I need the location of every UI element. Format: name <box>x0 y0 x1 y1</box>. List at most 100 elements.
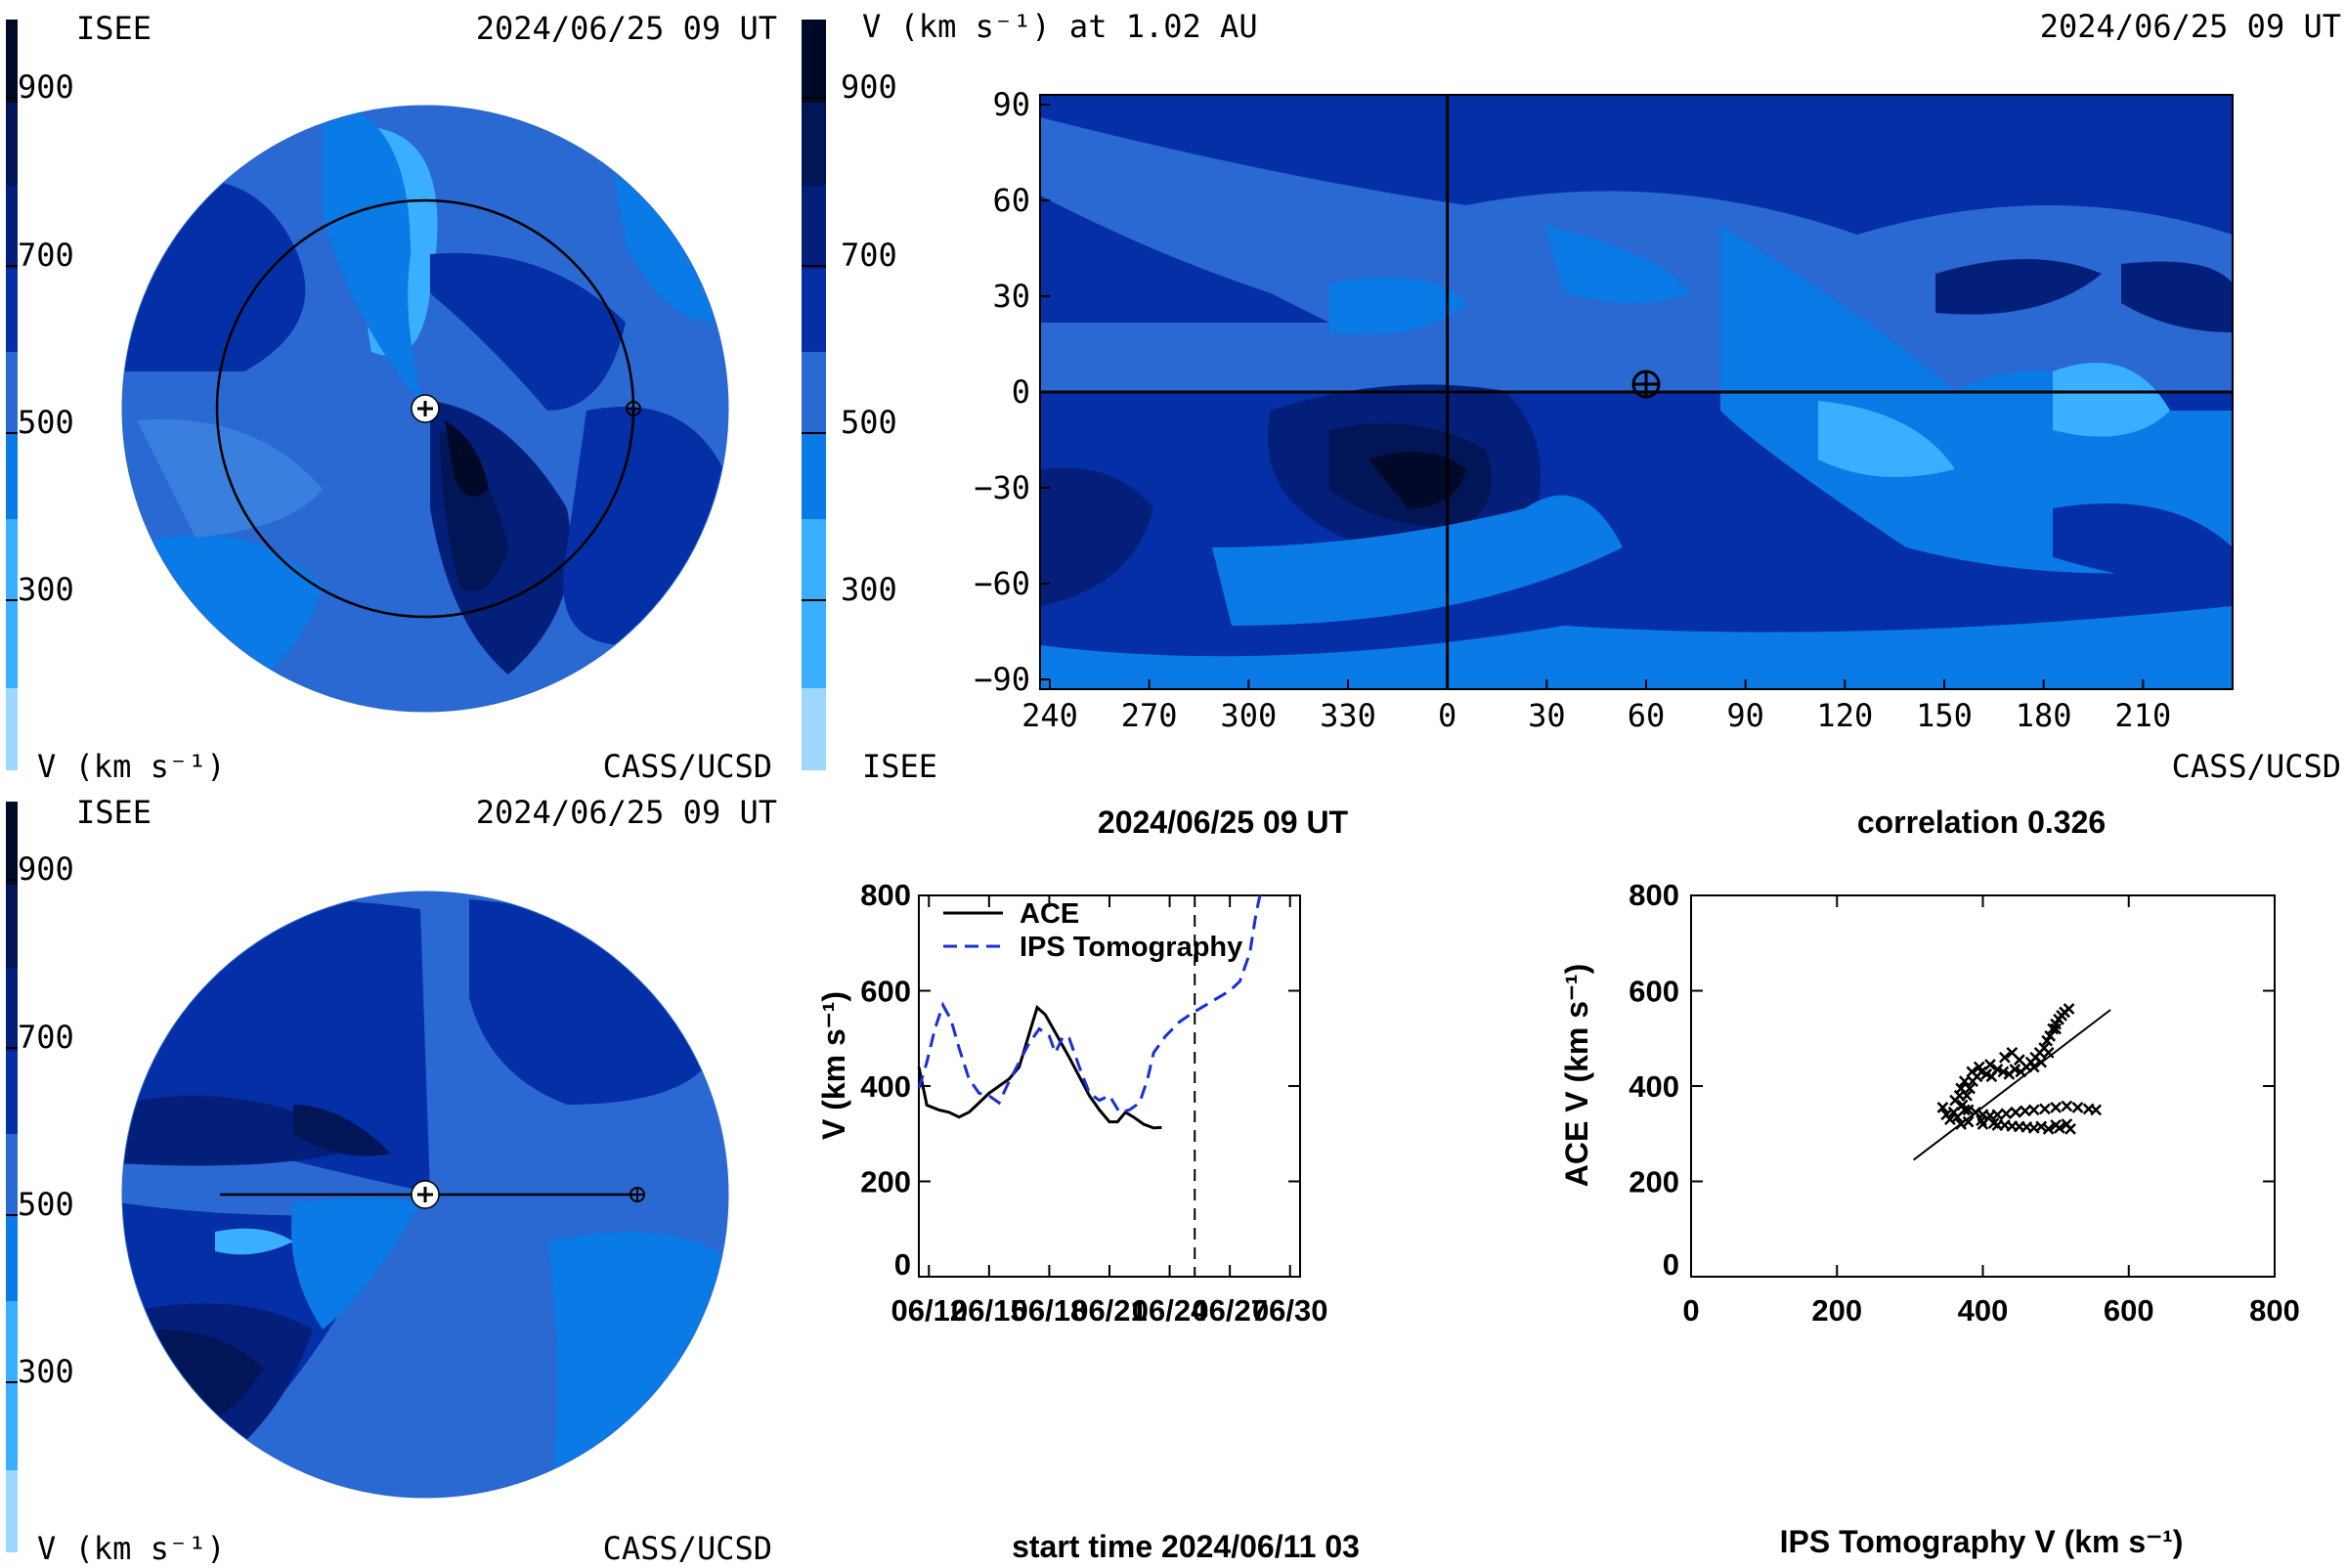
timestamp: 2024/06/25 09 UT <box>2040 8 2341 45</box>
scatter-point <box>1999 1119 2011 1131</box>
y-ticks: 800 600 400 200 0 <box>1629 878 2275 1282</box>
chart-title: correlation 0.326 <box>1857 805 2106 840</box>
y-tick-label: 30 <box>992 278 1030 315</box>
x-tick-label: 60 <box>1628 697 1666 734</box>
y-tick-label: 60 <box>992 182 1030 219</box>
colorbar-top-left: 900 700 500 300 <box>6 20 74 770</box>
x-tick-label: 210 <box>2114 697 2171 734</box>
y-tick-label: 0 <box>1012 373 1030 411</box>
scatter-point <box>2053 1122 2065 1134</box>
y-ticks: 800 600 400 200 0 <box>860 878 1300 1282</box>
x-tick-label: 240 <box>1021 697 1078 734</box>
scatter-points <box>1936 1003 2103 1135</box>
y-axis-label: V (km s⁻¹) <box>816 991 851 1140</box>
fit-line <box>1913 1009 2111 1161</box>
x-tick-label: 06/18 <box>1012 1293 1088 1328</box>
y-tick-label: 0 <box>894 1247 911 1282</box>
y-tick-label: −90 <box>974 661 1030 698</box>
x-axis-label: start time 2024/06/11 03 <box>1012 1529 1360 1564</box>
earth-icon <box>626 401 641 416</box>
scatter-point <box>2027 1122 2040 1134</box>
org-label: ISEE <box>862 748 937 782</box>
y-tick-label: 200 <box>1629 1165 1679 1199</box>
scatter-point <box>1987 1117 2000 1129</box>
y-tick-label: −60 <box>974 565 1030 602</box>
timeseries-chart: 2024/06/25 09 UT V (km s⁻¹) start time 2… <box>816 805 1360 1564</box>
x-tick-label: 120 <box>1816 697 1873 734</box>
x-tick-label: 30 <box>1528 697 1566 734</box>
org-label: ISEE <box>76 794 152 831</box>
x-tick-label: 150 <box>1916 697 1973 734</box>
earth-icon <box>1631 370 1661 399</box>
panel-ecliptic-top: 900 700 500 300 ISEE 2024/06/25 09 UT V … <box>0 0 782 785</box>
x-tick-label: 200 <box>1811 1293 1862 1328</box>
scatter-point <box>1936 1102 1949 1113</box>
scatter-point <box>2000 1108 2013 1120</box>
x-tick-label: 06/27 <box>1192 1293 1268 1328</box>
scatter-point <box>2061 1100 2073 1112</box>
colorbar-tick: 500 <box>18 404 74 441</box>
y-tick-label: 200 <box>860 1165 911 1199</box>
y-tick-label: 600 <box>1629 975 1679 1009</box>
y-tick-label: 400 <box>860 1069 911 1104</box>
scatter-point <box>2042 1122 2055 1135</box>
x-tick-label: 06/24 <box>1132 1293 1208 1328</box>
chart-title: 2024/06/25 09 UT <box>1098 805 1349 840</box>
colorbar-tick: 700 <box>18 1019 74 1056</box>
y-axis-label: ACE V (km s⁻¹) <box>1564 964 1594 1187</box>
colorbar-top-right: 900 700 500 300 <box>802 20 897 770</box>
scatter-point <box>1964 1082 1976 1095</box>
scatter-point <box>2010 1106 2021 1118</box>
org-label: CASS/UCSD <box>2172 748 2341 782</box>
x-tick-label: 330 <box>1320 697 1376 734</box>
x-tick-label: 270 <box>1121 697 1178 734</box>
x-tick-label: 06/15 <box>951 1293 1027 1328</box>
timestamp: 2024/06/25 09 UT <box>476 794 777 831</box>
y-tick-label: 800 <box>860 878 911 912</box>
ecliptic-view-bottom: 900 700 500 300 ISEE 2024/06/25 09 UT V … <box>6 794 777 1567</box>
scatter-point <box>2027 1061 2040 1073</box>
colorbar-tick: 700 <box>18 237 74 274</box>
colorbar-tick: 500 <box>841 404 897 441</box>
legend-label-ace: ACE <box>1020 898 1079 930</box>
x-tick-label: 600 <box>2104 1293 2154 1328</box>
y-tick-label: 90 <box>992 86 1030 123</box>
earth-icon <box>630 1187 645 1202</box>
x-tick-label: 90 <box>1726 697 1764 734</box>
org-label: ISEE <box>76 10 152 47</box>
scatter-point <box>2042 1046 2055 1059</box>
scatter-point <box>1966 1066 1978 1078</box>
map-y-ticks: 90 60 30 0 −30 −60 −90 <box>974 86 1050 698</box>
series-line-ips <box>917 894 1262 1114</box>
scatter-point <box>1962 1115 1975 1128</box>
panel-ecliptic-bottom: 900 700 500 300 ISEE 2024/06/25 09 UT V … <box>0 782 782 1567</box>
series-line-ace <box>917 1004 1162 1130</box>
colorbar-tick: 900 <box>841 68 897 106</box>
x-tick-label: 180 <box>2016 697 2072 734</box>
colorbar-tick: 500 <box>18 1186 74 1223</box>
colorbar-tick: 300 <box>841 571 897 608</box>
map-contours <box>1040 95 2233 689</box>
ecliptic-view-top: 900 700 500 300 ISEE 2024/06/25 09 UT V … <box>6 10 777 785</box>
colorbar-tick: 900 <box>18 850 74 888</box>
x-ticks: 0 200 400 600 800 <box>1682 895 2300 1328</box>
colorbar-tick: 900 <box>18 68 74 106</box>
y-tick-label: 800 <box>1629 878 1679 912</box>
legend-label-ips: IPS Tomography <box>1020 932 1242 963</box>
velocity-contour-disk <box>122 106 728 712</box>
correlation-scatter: correlation 0.326 ACE V (km s⁻¹) IPS Tom… <box>1559 805 2300 1559</box>
org-label: CASS/UCSD <box>603 748 772 782</box>
scatter-point <box>2064 1122 2076 1135</box>
scatter-point <box>1999 1051 2011 1064</box>
scatter-point <box>2027 1104 2040 1116</box>
plot-frame <box>1690 894 2276 1278</box>
x-tick-label: 400 <box>1958 1293 2009 1328</box>
x-tick-label: 06/30 <box>1252 1293 1328 1328</box>
scatter-point <box>2006 1046 2019 1059</box>
colorbar-tick: 700 <box>841 237 897 274</box>
synoptic-map: 900 700 500 300 V (km s⁻¹) at 1.02 AU 20… <box>802 8 2341 785</box>
scatter-point <box>2063 1003 2075 1015</box>
scatter-point <box>1984 1059 1996 1070</box>
sun-icon <box>411 394 440 423</box>
